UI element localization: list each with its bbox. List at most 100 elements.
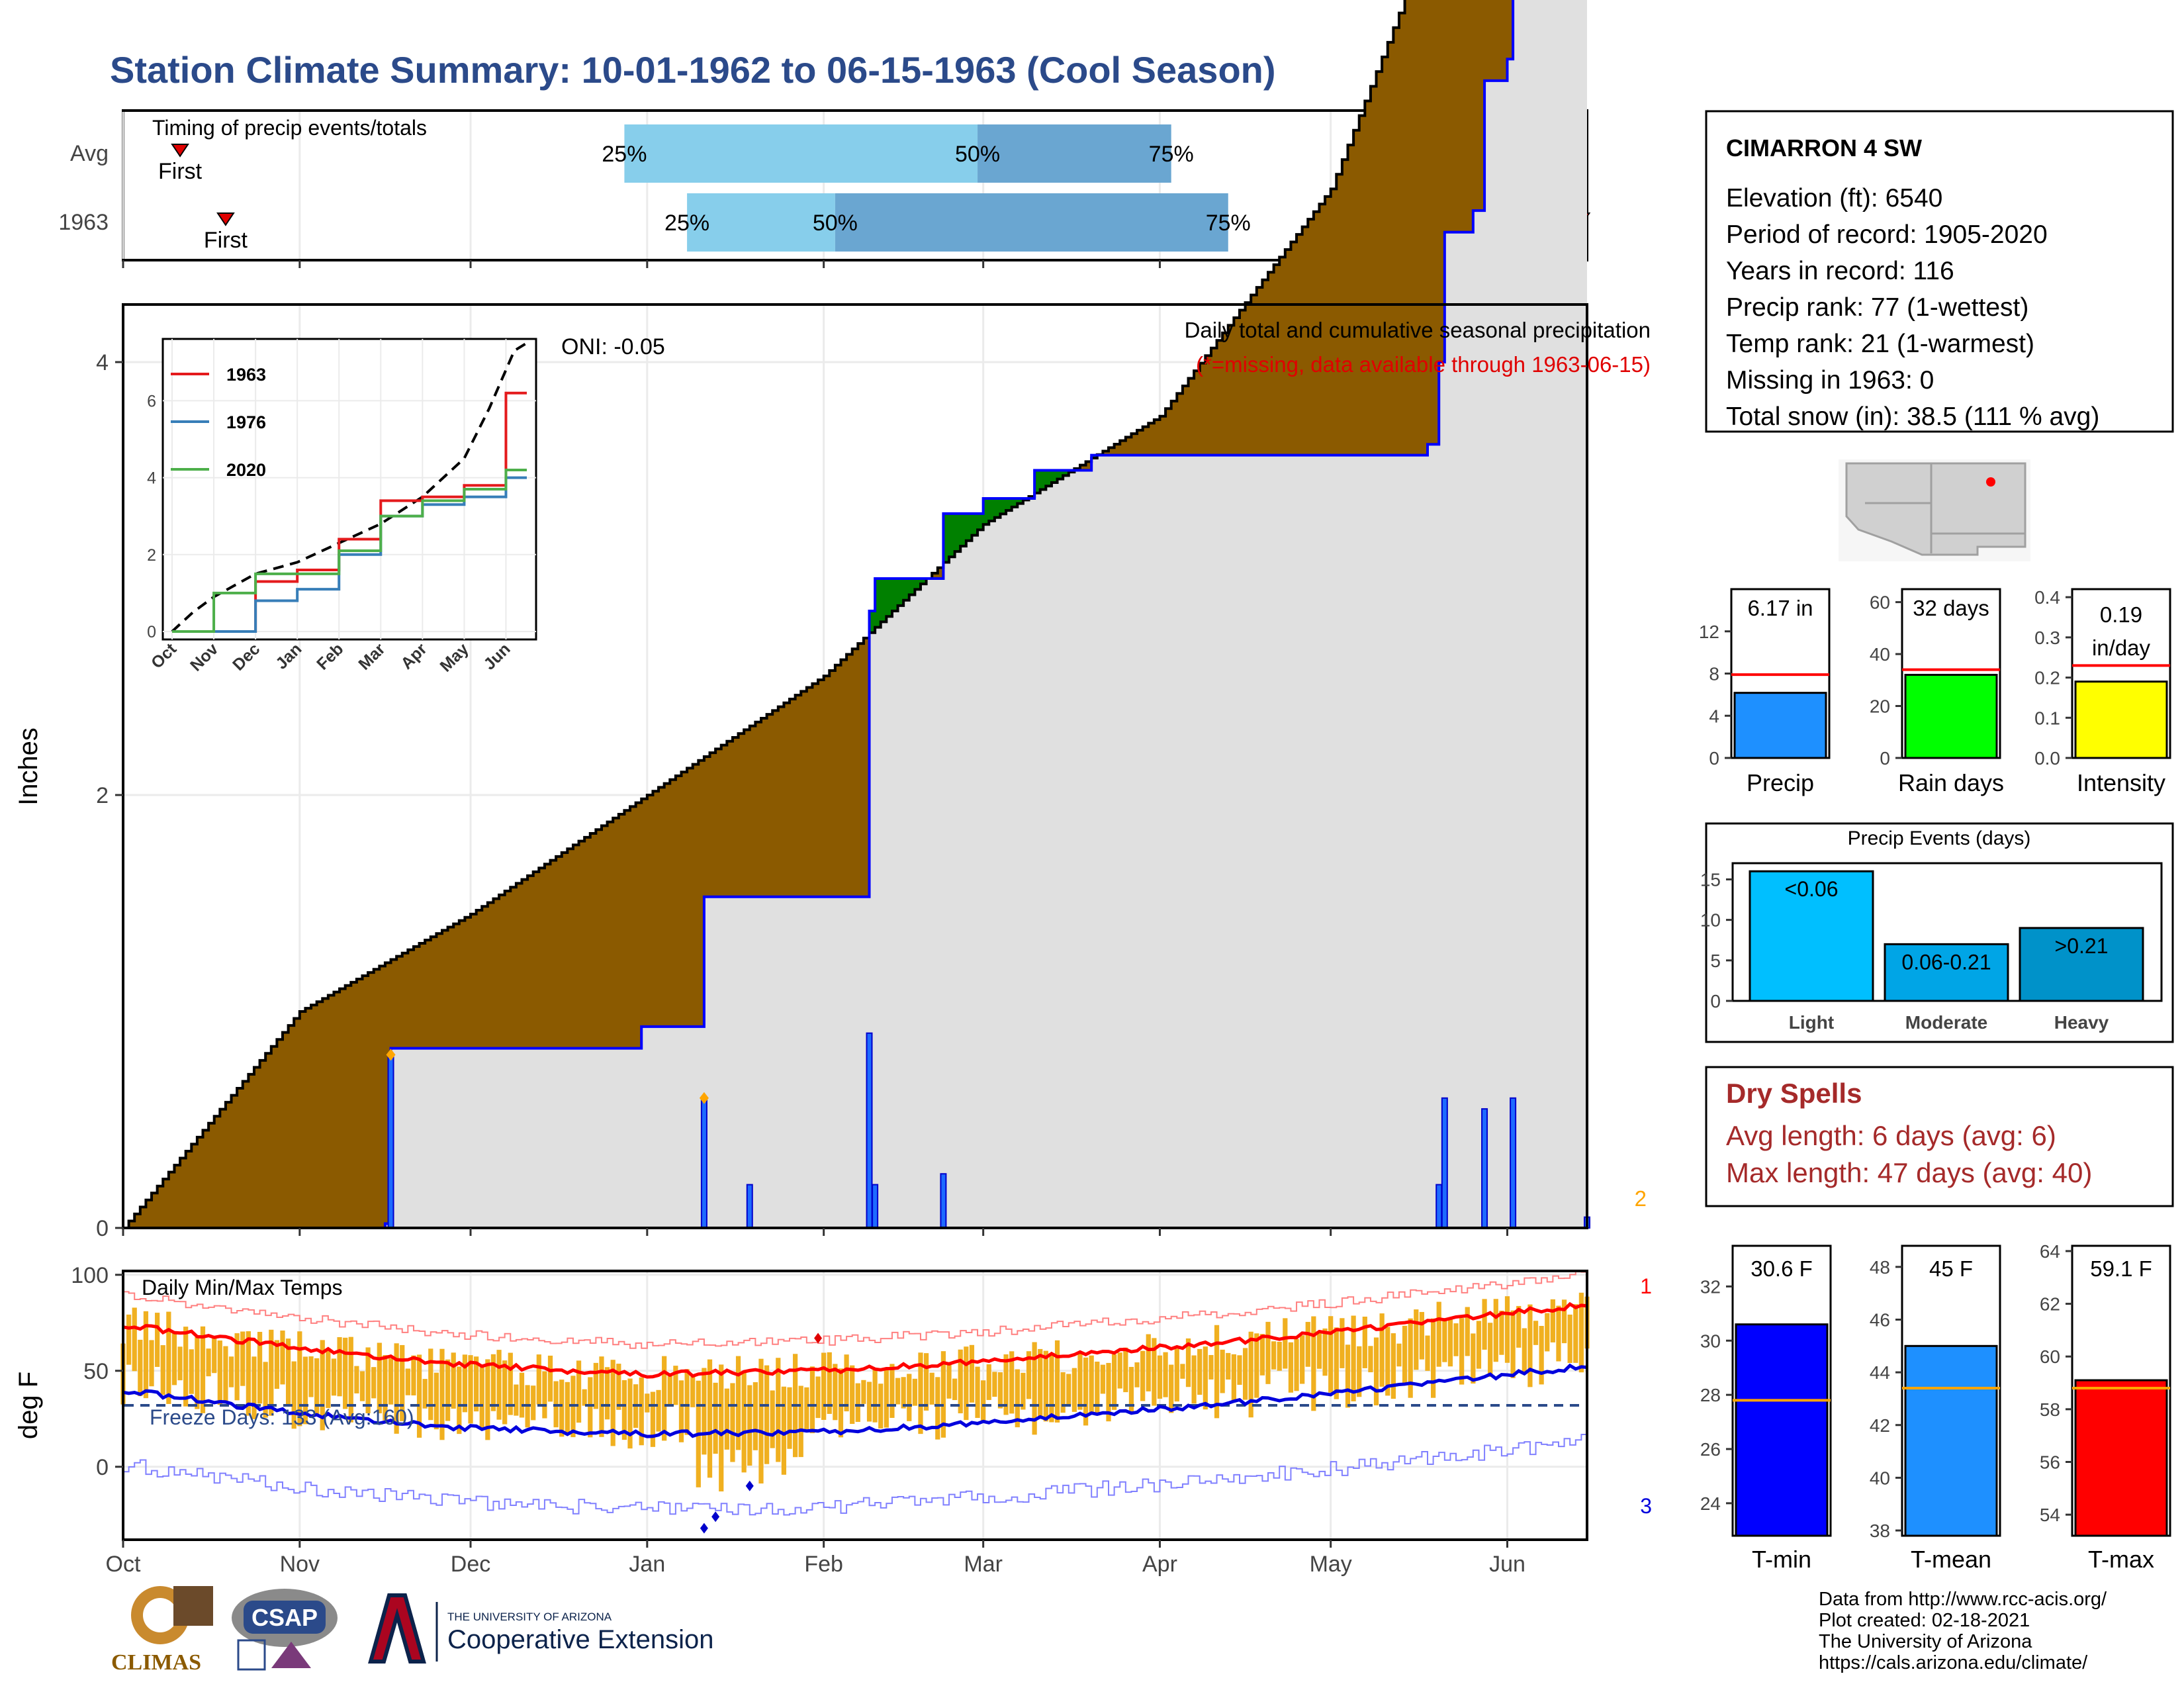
daily-temp-bar [1425,1335,1430,1371]
daily-temp-bar [1214,1325,1220,1419]
daily-temp-bar [576,1360,582,1423]
ytick-label: 100 [71,1263,109,1288]
daily-temp-bar [1071,1368,1077,1412]
daily-temp-bar [1447,1319,1453,1367]
temp-summary-value-label: 30.6 F [1751,1256,1813,1281]
daily-temp-bar [1561,1299,1567,1344]
temp-summary-bar [1735,1323,1829,1537]
daily-temp-bar [542,1371,547,1419]
mini-ytick-label: 0.3 [2034,628,2060,648]
dry-spells-avg: Avg length: 6 days (avg: 6) [1726,1120,2056,1151]
temp-summary-ytick-label: 24 [1700,1493,1721,1514]
daily-temp-bar [1009,1351,1015,1414]
daily-temp-bar [166,1311,171,1404]
temp-summary-chart-2: 54 56 58 60 62 64 59.1 F T-max [2040,1241,2171,1573]
daily-temp-bar [285,1338,291,1405]
daily-temp-bar [314,1358,320,1415]
daily-temp-bar [940,1351,946,1438]
daily-temp-bar [1157,1355,1163,1399]
daily-temp-bar [1054,1340,1060,1423]
record-high-marker [814,1333,823,1344]
daily-temp-bar [189,1349,194,1394]
events-bar [2019,927,2144,1002]
daily-temp-bar [662,1356,667,1441]
daily-temp-bar [855,1383,860,1423]
station-line: Years in record: 116 [1726,257,1954,285]
temp-summary-ytick-label: 28 [1700,1385,1721,1405]
daily-precip-bar [1435,1184,1443,1229]
daily-temp-bar [1430,1318,1436,1398]
daily-temp-bar [776,1358,781,1462]
daily-temp-bar [1283,1318,1288,1369]
events-bar [1884,943,2009,1002]
daily-temp-bar [1095,1361,1100,1416]
temp-summary-ytick-label: 58 [2040,1399,2060,1420]
temp-summary-ytick-label: 62 [2040,1294,2060,1315]
timing-title: Timing of precip events/totals [152,116,427,140]
daily-temp-bar [394,1343,399,1434]
daily-precip-bar [1441,1097,1448,1229]
daily-temp-bar [1203,1346,1208,1410]
daily-temp-bar [1191,1355,1197,1404]
daily-temp-bar [400,1344,405,1421]
events-ytick-label: 5 [1710,951,1721,971]
daily-temp-bar [565,1382,570,1435]
daily-temp-bar [1237,1355,1242,1385]
daily-temp-bar [1305,1321,1310,1367]
daily-precip-bar [940,1173,947,1229]
daily-temp-bar [747,1385,752,1466]
events-ytick-label: 10 [1700,910,1721,931]
daily-temp-bar [809,1366,815,1434]
daily-temp-bar [735,1356,741,1450]
daily-temp-bar [195,1337,200,1409]
first-event-marker [216,212,235,226]
daily-temp-bar [508,1352,513,1415]
daily-temp-bar [678,1380,684,1442]
daily-temp-bar [149,1340,154,1387]
events-category-label: Moderate [1905,1012,1987,1033]
daily-temp-bar [1077,1353,1083,1410]
record-max-line [123,1271,1588,1349]
mini-value-label: 32 days [1913,596,1989,620]
inset-legend-label: 2020 [226,460,266,480]
mini-ytick-label: 0.1 [2034,708,2060,728]
daily-temp-bar [1539,1325,1544,1385]
temp-summary-chart-1: 38 40 42 44 46 48 45 F T-mean [1870,1244,2001,1573]
mini-value-label: 0.19 [2100,602,2142,627]
events-bar-label: >0.21 [2055,934,2109,958]
daily-temp-bar [1226,1352,1231,1380]
daily-temp-bar [1442,1318,1447,1362]
mini-ytick-label: 0.0 [2034,748,2060,769]
daily-temp-bar [485,1359,490,1440]
missing-note: (*=missing, data available through 1963-… [1196,352,1651,377]
mini-chart-2: 0.0 0.1 0.2 0.3 0.4 0.19 in/day Intensity [2034,587,2171,796]
avg-max-line [122,1301,1588,1379]
timing-pct-label: 75% [1149,142,1194,167]
daily-temp-bar [1368,1346,1373,1373]
daily-temp-bar [502,1360,508,1425]
month-label: Nov [280,1552,320,1577]
month-label: Apr [1142,1552,1177,1577]
inset-legend-label: 1976 [226,412,266,432]
daily-temp-bar [752,1382,758,1450]
timing-row-1963: 1963 [58,210,109,235]
daily-temp-bar [1436,1301,1441,1367]
daily-temp-bar [354,1366,359,1393]
dry-spells-title: Dry Spells [1726,1078,1862,1109]
daily-temp-bar [1573,1304,1578,1363]
mini-ytick-label: 20 [1870,696,1890,717]
daily-temp-bar [866,1382,872,1422]
daily-temp-bar [1259,1334,1265,1376]
daily-temp-bar [1003,1354,1009,1415]
inset-series-line [172,468,527,633]
month-label: Mar [964,1552,1003,1577]
daily-temp-bar [1128,1366,1134,1413]
timing-pct-label: 50% [813,211,858,236]
daily-temp-bar [536,1354,541,1405]
temp-summary-bar [2074,1379,2168,1537]
events-bar-label: 0.06-0.21 [1901,950,1991,974]
avg-bar-50-75 [978,124,1171,183]
daily-temp-bar [1066,1374,1071,1406]
daily-temp-bar [1248,1331,1253,1418]
daily-temp-bar [702,1368,707,1455]
